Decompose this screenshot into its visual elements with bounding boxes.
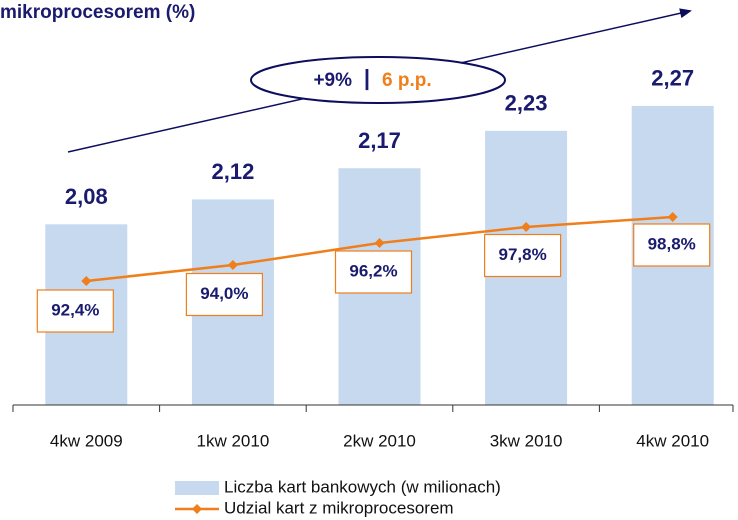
line-value-label: 92,4% bbox=[51, 300, 99, 319]
annotation-ellipse bbox=[250, 56, 506, 104]
legend-label: Udzial kart z mikroprocesorem bbox=[224, 498, 454, 517]
chart-title: mikroprocesorem (%) bbox=[0, 2, 195, 23]
annotation-pp: 6 p.p. bbox=[382, 70, 432, 91]
line-marker bbox=[81, 276, 92, 286]
line-labels: 92,4% 94,0% 96,2% 97,8% 98,8% bbox=[36, 223, 711, 333]
x-tick-label: 1kw 2010 bbox=[197, 431, 270, 450]
x-tick-label: 3kw 2010 bbox=[490, 431, 563, 450]
bar-value-label: 2,17 bbox=[358, 128, 401, 153]
legend-label: Liczba kart bankowych (w milionach) bbox=[224, 477, 501, 496]
value-label-box bbox=[185, 272, 263, 317]
bar-value-label: 2,27 bbox=[651, 66, 694, 91]
value-label-box bbox=[334, 250, 413, 294]
x-tick-label: 2kw 2010 bbox=[343, 431, 416, 450]
x-tick-label: 4kw 2009 bbox=[50, 431, 123, 450]
plot-area: 2,08 2,12 2,17 2,23 2,27 92,4% 94,0% 96,2% 97,8%… bbox=[12, 66, 734, 450]
line-value-label: 97,8% bbox=[498, 245, 546, 264]
line-value-label: 94,0% bbox=[200, 284, 248, 303]
value-label-box bbox=[484, 233, 562, 278]
annotation-growth: +9% bbox=[313, 70, 352, 91]
legend-marker bbox=[192, 504, 202, 514]
value-label-box bbox=[36, 289, 114, 333]
bar-value-label: 2,23 bbox=[505, 91, 548, 116]
line-marker bbox=[667, 212, 678, 222]
legend-swatch bbox=[175, 481, 219, 495]
bar-value-label: 2,12 bbox=[211, 159, 254, 184]
line-value-label: 98,8% bbox=[648, 234, 696, 253]
bar-value-label: 2,08 bbox=[65, 184, 108, 209]
value-label-box bbox=[633, 223, 711, 267]
x-tick-label: 4kw 2010 bbox=[636, 431, 709, 450]
line-marker bbox=[521, 222, 532, 232]
line-value-label: 96,2% bbox=[349, 261, 397, 280]
annotation-separator: | bbox=[364, 65, 370, 90]
line-marker bbox=[227, 260, 238, 270]
line-marker bbox=[374, 238, 385, 248]
